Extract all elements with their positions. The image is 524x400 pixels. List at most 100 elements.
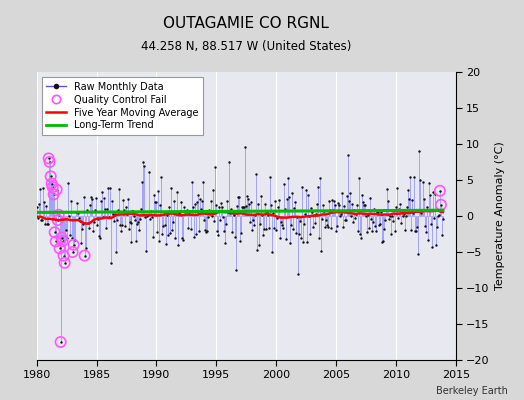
Point: [376, 221, 384, 228]
Point: [63, 180, 72, 186]
Point: [38, 184, 47, 191]
Point: [391, 228, 399, 234]
Point: [48, 180, 56, 187]
Point: [145, 168, 154, 175]
Point: [276, 234, 285, 241]
Point: [413, 224, 421, 230]
Point: [330, 198, 339, 204]
Point: [291, 199, 299, 205]
Point: [175, 210, 183, 216]
Point: [163, 212, 172, 218]
Point: [141, 214, 150, 220]
Point: [89, 228, 97, 234]
Point: [56, 245, 64, 252]
Point: [403, 204, 411, 210]
Point: [298, 184, 307, 190]
Point: [73, 210, 82, 216]
Point: [296, 217, 304, 224]
Point: [282, 236, 290, 242]
Point: [225, 159, 234, 165]
Point: [405, 196, 413, 202]
Point: [312, 211, 320, 217]
Point: [90, 207, 99, 213]
Point: [238, 204, 246, 210]
Point: [248, 227, 256, 233]
Point: [50, 229, 59, 236]
Point: [372, 228, 380, 234]
Point: [147, 207, 156, 214]
Point: [200, 217, 209, 224]
Point: [423, 204, 431, 210]
Point: [196, 196, 204, 202]
Point: [438, 232, 446, 238]
Point: [81, 244, 90, 251]
Point: [303, 239, 311, 245]
Point: [168, 227, 177, 233]
Point: [157, 173, 166, 180]
Point: [143, 213, 151, 220]
Point: [107, 198, 116, 204]
Point: [384, 197, 392, 204]
Point: [354, 228, 362, 234]
Point: [362, 213, 370, 220]
Point: [132, 238, 140, 245]
Point: [297, 235, 305, 242]
Point: [45, 155, 53, 162]
Point: [260, 226, 268, 232]
Point: [392, 204, 400, 210]
Point: [274, 204, 282, 210]
Point: [398, 209, 406, 215]
Point: [57, 339, 65, 345]
Point: [112, 217, 121, 223]
Point: [335, 202, 343, 208]
Point: [217, 200, 225, 206]
Point: [406, 174, 414, 180]
Point: [155, 238, 163, 244]
Point: [281, 206, 289, 212]
Point: [54, 212, 63, 218]
Point: [371, 223, 379, 229]
Point: [379, 238, 387, 244]
Point: [171, 235, 180, 241]
Point: [339, 224, 347, 230]
Point: [170, 198, 179, 204]
Point: [369, 218, 377, 225]
Point: [244, 196, 253, 202]
Point: [386, 213, 394, 220]
Point: [223, 197, 232, 204]
Point: [88, 196, 96, 202]
Point: [176, 208, 184, 214]
Point: [363, 229, 371, 235]
Point: [332, 228, 340, 234]
Point: [279, 224, 287, 231]
Point: [254, 200, 263, 207]
Point: [34, 215, 42, 222]
Point: [224, 209, 233, 215]
Point: [67, 198, 75, 204]
Point: [69, 249, 77, 255]
Point: [97, 188, 106, 195]
Point: [359, 198, 367, 205]
Point: [273, 215, 281, 221]
Point: [192, 230, 201, 237]
Point: [257, 193, 266, 200]
Point: [236, 238, 245, 244]
Point: [256, 221, 265, 228]
Point: [69, 242, 78, 248]
Point: [340, 203, 348, 209]
Point: [232, 267, 241, 273]
Point: [54, 212, 63, 218]
Point: [430, 215, 438, 221]
Point: [334, 199, 342, 206]
Point: [202, 229, 211, 235]
Point: [125, 219, 134, 225]
Point: [287, 222, 296, 228]
Point: [189, 204, 198, 211]
Point: [41, 203, 50, 210]
Point: [60, 260, 69, 266]
Point: [283, 196, 291, 203]
Point: [165, 204, 173, 211]
Point: [124, 226, 133, 232]
Point: [418, 207, 426, 213]
Point: [48, 180, 56, 187]
